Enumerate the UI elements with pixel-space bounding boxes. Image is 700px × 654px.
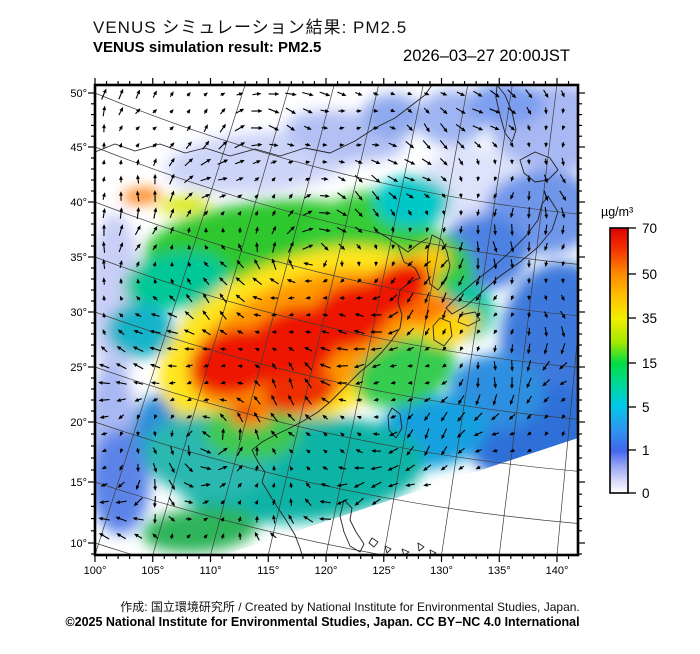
simulation-timestamp: 2026–03–27 20:00JST: [365, 47, 570, 66]
page-title-japanese: VENUS シミュレーション結果: PM2.5: [93, 13, 407, 38]
lon-tick-label: 125°: [372, 565, 395, 577]
lon-tick-label: 140°: [546, 565, 569, 577]
page-title-english: VENUS simulation result: PM2.5: [93, 39, 321, 56]
lat-tick-label: 10°: [70, 538, 87, 550]
colorbar-tick-label: 15: [642, 356, 657, 371]
lon-tick-label: 130°: [430, 565, 453, 577]
lon-tick-label: 100°: [84, 565, 107, 577]
lat-tick-label: 30°: [70, 307, 87, 319]
colorbar: 70 50 35 15 5 1 0 µg/m³: [601, 205, 657, 501]
lat-tick-label: 15°: [70, 477, 87, 489]
license-line: ©2025 National Institute for Environment…: [0, 615, 645, 629]
lon-tick-label: 105°: [141, 565, 164, 577]
credit-line: 作成: 国立環境研究所 / Created by National Instit…: [0, 598, 700, 615]
lat-tick-label: 20°: [70, 417, 87, 429]
colorbar-tick-label: 70: [642, 221, 657, 236]
lon-tick-label: 115°: [257, 565, 279, 577]
colorbar-unit-label: µg/m³: [601, 205, 633, 219]
lat-tick-label: 40°: [70, 197, 87, 209]
colorbar-tick-label: 5: [642, 400, 650, 415]
colorbar-tick-label: 1: [642, 443, 650, 458]
lat-tick-label: 45°: [70, 142, 87, 154]
lon-tick-label: 135°: [488, 565, 511, 577]
colorbar-tick-label: 35: [642, 311, 657, 326]
colorbar-tick-label: 50: [642, 267, 657, 282]
lat-tick-label: 25°: [70, 362, 87, 374]
lon-tick-label: 120°: [315, 565, 338, 577]
lat-tick-label: 50°: [70, 88, 87, 100]
lat-tick-label: 35°: [70, 252, 87, 264]
lon-tick-label: 110°: [200, 565, 222, 577]
colorbar-tick-label: 0: [642, 486, 650, 501]
